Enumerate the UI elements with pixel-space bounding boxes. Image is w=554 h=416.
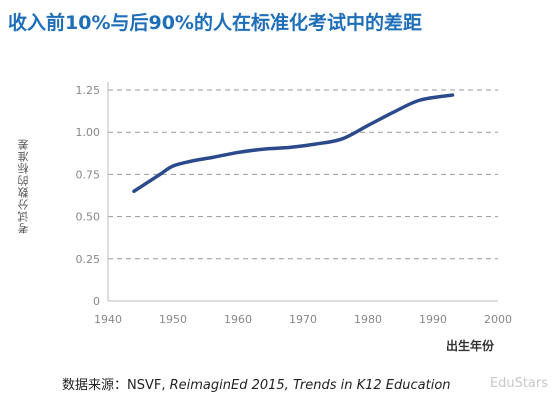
x-tick-label: 1940 [94, 313, 122, 326]
y-tick-label: 0.25 [76, 253, 101, 266]
source-publication: ReimaginEd 2015, Trends in K12 Education [169, 378, 451, 393]
x-tick-label: 1960 [224, 313, 252, 326]
x-tick-label: 1970 [289, 313, 317, 326]
chart-title: 收入前10%与后90%的人在标准化考试中的差距 [8, 12, 422, 34]
y-tick-label: 0.50 [76, 211, 101, 224]
series-line [132, 93, 455, 194]
source-note: 数据来源：NSVF, ReimaginEd 2015, Trends in K1… [62, 374, 451, 393]
source-prefix: 数据来源：NSVF, [62, 378, 170, 393]
x-tick-label: 1990 [419, 313, 447, 326]
x-tick-label: 1950 [159, 313, 187, 326]
x-tick-label: 2000 [484, 313, 512, 326]
x-tick-label: 1980 [354, 313, 382, 326]
y-tick-label: 1.00 [76, 126, 101, 139]
y-tick-label: 0 [93, 295, 100, 308]
x-axis-label: 出生年份 [446, 338, 495, 353]
y-tick-label: 0.75 [76, 168, 101, 181]
watermark: EduStars [489, 376, 548, 391]
y-tick-label: 1.25 [76, 84, 101, 97]
